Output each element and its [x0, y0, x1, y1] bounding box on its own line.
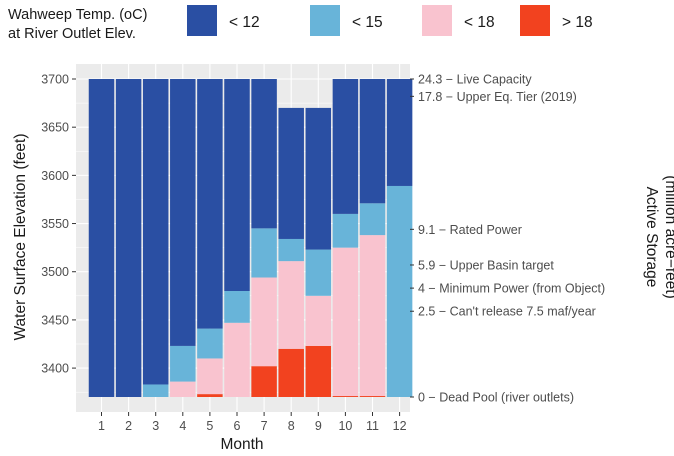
bar-month-7-lt15 [251, 228, 277, 278]
bar-month-6-lt18 [224, 322, 250, 397]
x-tick-label: 5 [206, 419, 213, 433]
y-tick-label: 3600 [41, 169, 69, 183]
bar-month-11-lt15 [359, 203, 386, 236]
bar-month-10-gt18 [332, 396, 359, 397]
secondary-axis-title-line-2: (million acre−feet) [662, 175, 674, 299]
x-tick-label: 12 [393, 419, 407, 433]
y-tick-label: 3700 [41, 73, 69, 87]
legend-key-4 [520, 5, 550, 36]
secondary-axis-title: Active Storage (million acre−feet) [643, 175, 674, 299]
y-tick-label: 3650 [41, 121, 69, 135]
bar-month-9-lt15 [305, 249, 332, 296]
bar-month-2-lt12 [115, 79, 142, 397]
x-tick-label: 4 [179, 419, 186, 433]
y-tick-label: 3450 [41, 313, 69, 327]
bar-month-6-lt15 [224, 291, 250, 323]
bar-month-3-lt12 [142, 79, 169, 385]
legend-key-3 [422, 5, 452, 36]
bar-month-3-lt15 [142, 384, 169, 397]
bar-month-10-lt18 [332, 247, 359, 397]
y-tick-label: 3550 [41, 217, 69, 231]
legend-key-2 [310, 5, 340, 36]
legend-label-4: > 18 [562, 14, 593, 31]
secondary-tick-label: 9.1 − Rated Power [418, 223, 522, 237]
legend-key-1 [187, 5, 217, 36]
secondary-tick-label: 5.9 − Upper Basin target [418, 258, 554, 272]
legend-label-3: < 18 [464, 14, 495, 31]
x-axis-ticks: 1 2 3 4 5 6 7 8 9 10 11 12 [98, 412, 407, 433]
bar-month-6-lt12 [224, 79, 250, 291]
secondary-tick-label: 2.5 − Can't release 7.5 maf/year [418, 305, 596, 319]
bar-month-8-lt12 [278, 107, 304, 239]
secondary-axis-title-line-1: Active Storage [643, 187, 660, 288]
bar-month-9-lt12 [305, 107, 332, 250]
bar-month-5-lt15 [197, 328, 223, 359]
x-tick-label: 3 [152, 419, 159, 433]
bar-month-8-lt15 [278, 238, 304, 262]
legend-title-line-1: Wahweep Temp. (oC) [8, 7, 147, 23]
bar-month-1-lt12 [88, 79, 115, 397]
bars [88, 79, 413, 397]
legend-label-1: < 12 [229, 14, 260, 31]
legend-label-2: < 15 [352, 14, 383, 31]
x-tick-label: 2 [125, 419, 132, 433]
bar-month-12-lt15 [386, 185, 413, 397]
bar-month-5-lt12 [197, 79, 223, 329]
x-tick-label: 1 [98, 419, 105, 433]
bar-month-10-lt15 [332, 213, 359, 248]
bar-month-7-lt18 [251, 277, 277, 367]
bar-month-11-gt18 [359, 396, 386, 397]
bar-month-12-lt12 [386, 79, 413, 186]
bar-month-4-lt12 [170, 79, 196, 346]
bar-month-7-lt12 [251, 79, 277, 229]
x-tick-label: 6 [234, 419, 241, 433]
bar-month-9-gt18 [305, 345, 332, 397]
bar-month-9-lt18 [305, 295, 332, 346]
x-tick-label: 7 [261, 419, 268, 433]
secondary-axis: 24.3 − Live Capacity 17.8 − Upper Eq. Tie… [410, 73, 605, 405]
bar-month-4-lt15 [170, 345, 196, 382]
legend-title-line-2: at River Outlet Elev. [8, 26, 136, 42]
bar-month-10-lt12 [332, 79, 359, 214]
bar-month-4-lt18 [170, 381, 196, 397]
secondary-tick-label: 17.8 − Upper Eq. Tier (2019) [418, 90, 577, 104]
secondary-tick-label: 4 − Minimum Power (from Object) [418, 282, 605, 296]
y-axis-title: Water Surface Elevation (feet) [12, 133, 29, 340]
x-tick-label: 9 [315, 419, 322, 433]
x-tick-label: 8 [288, 419, 295, 433]
bar-month-7-gt18 [251, 366, 277, 397]
bar-month-5-gt18 [197, 394, 223, 397]
legend: Wahweep Temp. (oC) at River Outlet Elev.… [8, 5, 593, 42]
x-axis-title: Month [220, 436, 263, 453]
secondary-tick-label: 0 − Dead Pool (river outlets) [418, 391, 574, 405]
bar-month-8-gt18 [278, 348, 304, 397]
secondary-tick-label: 24.3 − Live Capacity [418, 73, 532, 87]
y-tick-label: 3400 [41, 362, 69, 376]
y-axis-ticks: 3400 3450 3500 3550 3600 3650 3700 [41, 73, 76, 376]
bar-month-8-lt18 [278, 261, 304, 349]
x-tick-label: 10 [338, 419, 352, 433]
y-tick-label: 3500 [41, 265, 69, 279]
x-tick-label: 11 [366, 419, 379, 433]
bar-month-11-lt18 [359, 235, 386, 397]
bar-month-11-lt12 [359, 79, 386, 204]
bar-month-5-lt18 [197, 358, 223, 395]
